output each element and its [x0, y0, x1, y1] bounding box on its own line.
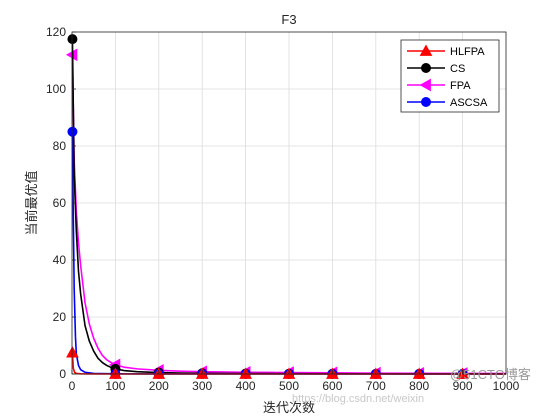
- legend-marker-cs: [421, 63, 431, 73]
- x-tick-label: 700: [366, 379, 386, 393]
- tick-group: 0 100 200 300 400 500 600 700 800 900 1000 0 20 40 60 8…: [46, 25, 520, 393]
- x-tick-label: 600: [322, 379, 342, 393]
- y-axis-label: 当前最优值: [24, 170, 40, 235]
- legend-marker-hlfpa: [419, 44, 433, 56]
- legend-box: [400, 39, 500, 113]
- x-tick-label: 500: [279, 379, 299, 393]
- legend-label-hlfpa: HLFPA: [450, 46, 485, 58]
- x-tick-label: 400: [236, 379, 256, 393]
- x-tick-label: 300: [192, 379, 212, 393]
- x-tick-label: 100: [105, 379, 125, 393]
- x-tick-label: 800: [409, 379, 429, 393]
- y-tick-label: 40: [53, 253, 67, 267]
- x-axis-label: 迭代次数: [263, 400, 315, 416]
- hlfpa-point: [66, 346, 79, 358]
- chart-title: F3: [281, 12, 296, 27]
- ascsa-point: [67, 126, 78, 137]
- y-tick-label: 20: [53, 310, 67, 324]
- x-tick-label: 200: [149, 379, 169, 393]
- legend-marker-fpa: [419, 78, 431, 92]
- y-tick-label: 60: [53, 196, 67, 210]
- y-tick-label: 120: [46, 25, 66, 39]
- watermark-brand: @51CTO博客: [450, 367, 531, 382]
- y-tick-label: 100: [46, 82, 66, 96]
- y-tick-label: 80: [53, 139, 67, 153]
- legend: HLFPA CS FPA ASCSA: [400, 39, 500, 113]
- x-tick-label: 1000: [493, 379, 520, 393]
- cs-point: [67, 34, 78, 45]
- x-tick-label: 900: [453, 379, 473, 393]
- watermark-text: https://blog.csdn.net/weixin: [292, 393, 424, 405]
- y-tick-label: 0: [59, 367, 66, 381]
- legend-label-ascsa: ASCSA: [450, 97, 488, 109]
- legend-label-cs: CS: [450, 63, 465, 75]
- legend-marker-ascsa: [421, 97, 431, 107]
- legend-label-fpa: FPA: [450, 80, 471, 92]
- x-tick-label: 0: [69, 379, 76, 393]
